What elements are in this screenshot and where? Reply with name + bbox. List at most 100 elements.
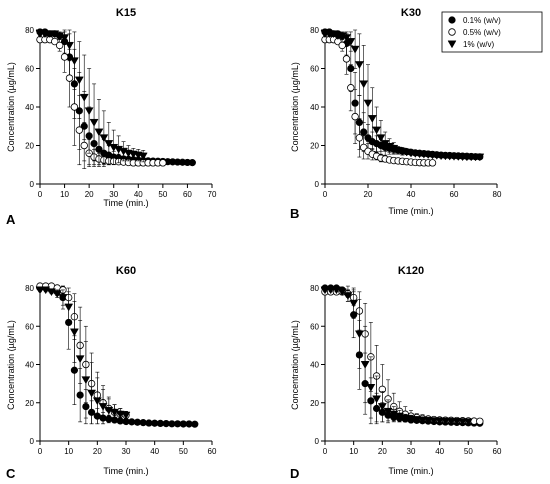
series-filled-circle: [321, 284, 484, 427]
y-tick-label: 40: [310, 361, 319, 370]
x-tick-label: 20: [93, 447, 102, 456]
x-tick-label: 20: [85, 190, 94, 199]
data-point: [366, 384, 376, 392]
y-tick-label: 0: [30, 180, 35, 189]
data-point: [377, 403, 387, 411]
data-point: [342, 55, 351, 63]
data-point: [406, 415, 416, 424]
y-tick-label: 80: [25, 284, 34, 293]
data-point: [74, 76, 84, 85]
x-tick-label: 70: [208, 190, 217, 199]
y-tick-label: 0: [315, 437, 320, 446]
data-point: [191, 420, 199, 428]
x-tick-label: 30: [407, 447, 416, 456]
data-point: [84, 107, 94, 116]
chart-panel-c: K60 C 0 10 20 30 40 50 60 0 20 40 60 80 Time (min.) Con…: [6, 265, 217, 481]
data-point: [337, 288, 347, 297]
y-tick-label: 40: [25, 103, 34, 112]
y-tick-label: 20: [25, 142, 34, 151]
y-tick-label: 60: [310, 322, 319, 331]
series-filled-triangle: [320, 29, 485, 162]
y-tick-label: 60: [25, 322, 34, 331]
series-filled-circle: [36, 284, 199, 428]
data-point: [188, 159, 196, 167]
data-point: [60, 53, 69, 61]
data-point: [75, 126, 84, 134]
series-open-circle: [321, 288, 484, 426]
data-point: [372, 126, 382, 135]
data-point: [343, 292, 353, 300]
data-point: [64, 303, 74, 312]
x-tick-label: 50: [179, 447, 188, 456]
data-point: [346, 38, 356, 46]
y-tick-label: 20: [310, 399, 319, 408]
x-tick-label: 60: [450, 190, 459, 199]
legend: 0.1% (w/v) 0.5% (w/v) 1% (w/v): [441, 11, 543, 53]
data-point: [452, 418, 462, 426]
data-point: [376, 134, 386, 143]
x-tick-label: 0: [323, 447, 328, 456]
x-tick-label: 20: [364, 190, 373, 199]
x-tick-label: 50: [464, 447, 473, 456]
data-point: [428, 159, 437, 167]
data-point: [138, 152, 148, 161]
data-point: [338, 41, 346, 50]
y-axis-label: Concentration (µg/mL): [290, 320, 300, 410]
panel-letter: C: [6, 466, 16, 481]
chart-panel-a: K15 A 0 10 20 30 40 50 60 70 0 20 40 60 80 Time (min.) C…: [6, 7, 217, 227]
y-tick-label: 80: [310, 284, 319, 293]
data-point: [70, 366, 78, 374]
data-point: [69, 57, 79, 66]
series-open-circle: [321, 35, 437, 167]
y-axis-label: Concentration (µg/mL): [6, 62, 16, 152]
data-point: [70, 103, 79, 111]
y-tick-label: 80: [310, 26, 319, 35]
y-tick-label: 0: [315, 180, 320, 189]
y-tick-label: 20: [310, 142, 319, 151]
y-axis-label: Concentration (µg/mL): [290, 62, 300, 152]
x-tick-label: 50: [158, 190, 167, 199]
x-tick-label: 40: [407, 190, 416, 199]
y-tick-label: 20: [25, 399, 34, 408]
data-point: [347, 84, 355, 92]
data-point: [60, 34, 70, 43]
data-point: [65, 41, 74, 50]
data-point: [92, 397, 102, 406]
y-tick-label: 80: [25, 26, 34, 35]
data-point: [423, 416, 433, 425]
data-point: [81, 376, 91, 385]
panel-letter: D: [290, 466, 299, 481]
chart-title: K120: [398, 265, 424, 277]
legend-box: [441, 11, 543, 53]
series-filled-triangle: [35, 29, 148, 166]
data-point: [355, 134, 364, 142]
data-point: [52, 290, 62, 299]
data-point: [418, 416, 427, 425]
x-axis-label: Time (min.): [388, 206, 433, 216]
y-tick-label: 40: [25, 361, 34, 370]
data-point: [359, 80, 369, 89]
y-tick-label: 60: [310, 65, 319, 74]
data-point: [98, 403, 108, 411]
x-tick-label: 0: [38, 190, 43, 199]
y-tick-label: 0: [30, 437, 35, 446]
data-point: [326, 286, 336, 295]
data-point: [342, 34, 351, 43]
data-point: [360, 128, 368, 136]
legend-marker: [448, 28, 456, 36]
x-tick-label: 10: [349, 447, 358, 456]
chart-title: K30: [401, 7, 421, 19]
data-point: [320, 286, 330, 295]
legend-marker: [447, 40, 457, 49]
x-tick-label: 40: [435, 447, 444, 456]
x-tick-label: 40: [150, 447, 159, 456]
data-point: [429, 417, 439, 426]
data-point: [363, 99, 373, 108]
data-point: [350, 45, 360, 54]
legend-label: 1% (w/v): [463, 40, 494, 49]
data-point: [121, 411, 131, 420]
data-point: [372, 395, 382, 404]
data-point: [446, 417, 456, 426]
data-point: [80, 141, 88, 150]
x-tick-label: 80: [493, 190, 502, 199]
